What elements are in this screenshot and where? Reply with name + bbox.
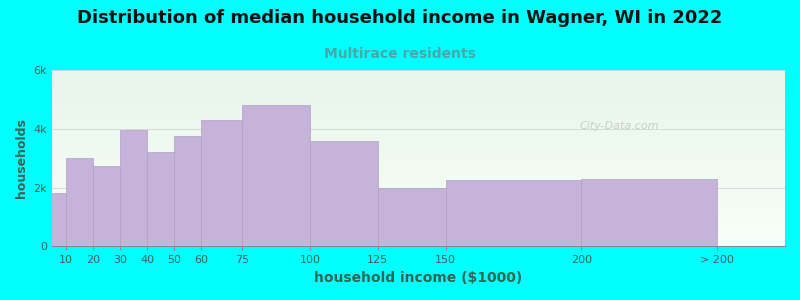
Bar (202, 120, 242, 246)
Bar (174, 136, 202, 246)
Bar (147, 152, 174, 246)
Bar (446, 180, 582, 246)
Y-axis label: households: households (15, 118, 28, 198)
Bar (378, 188, 446, 246)
Bar (120, 130, 147, 246)
Text: Multirace residents: Multirace residents (324, 46, 476, 61)
Bar (242, 105, 310, 246)
X-axis label: household income ($1000): household income ($1000) (314, 271, 522, 285)
Bar (93, 166, 120, 246)
Text: Distribution of median household income in Wagner, WI in 2022: Distribution of median household income … (78, 9, 722, 27)
Bar (582, 179, 717, 246)
Bar (38, 194, 66, 246)
Bar (310, 141, 378, 246)
Bar (66, 158, 93, 246)
Text: City-Data.com: City-Data.com (580, 122, 659, 131)
